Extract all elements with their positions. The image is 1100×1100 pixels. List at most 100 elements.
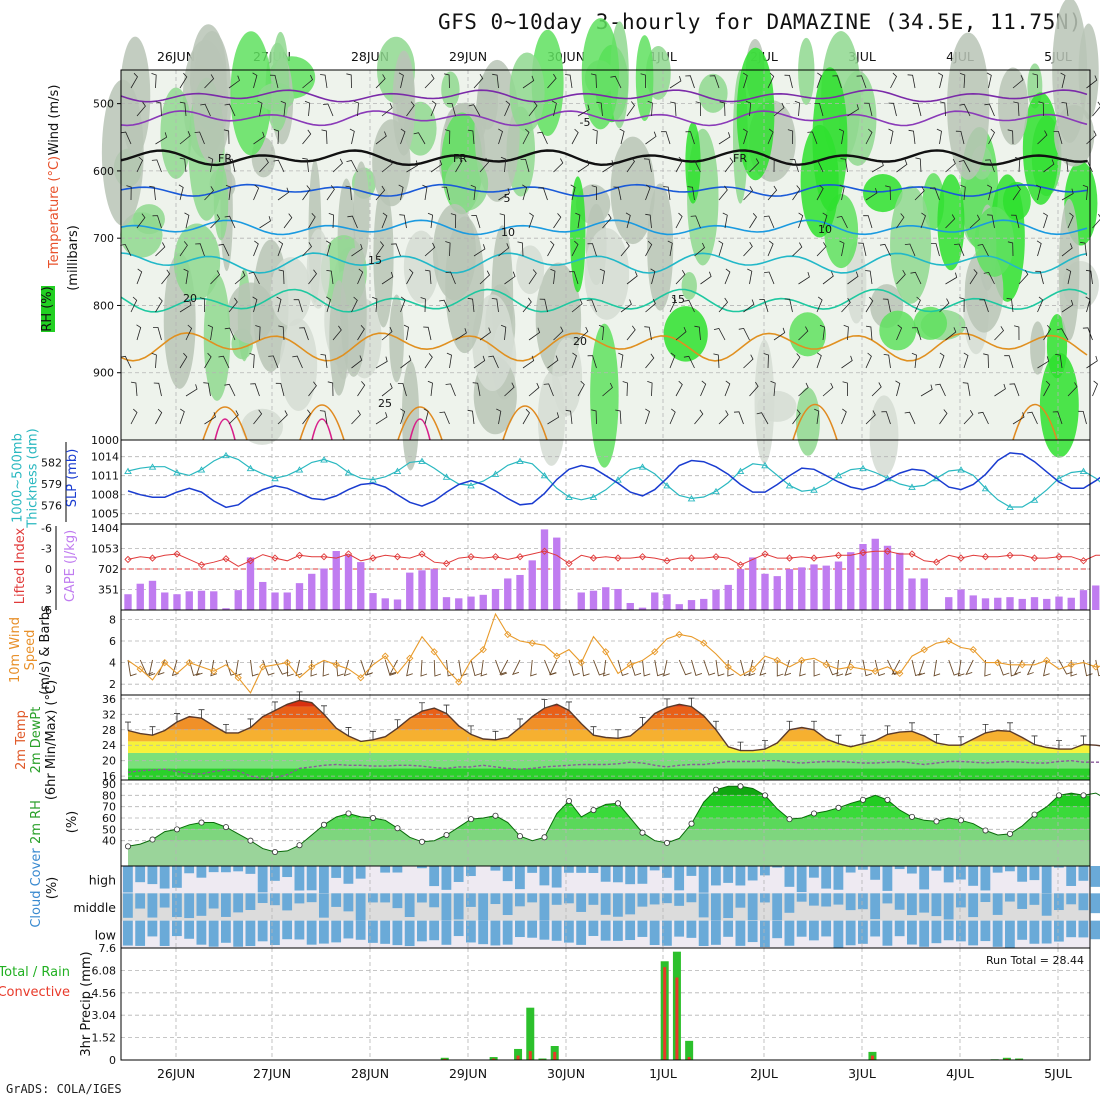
cape-tick-label: 351	[98, 584, 119, 597]
wind-barb	[473, 73, 484, 89]
wind-barb	[292, 355, 303, 369]
cloud-cell	[858, 920, 868, 944]
rh-point	[566, 798, 573, 805]
date-label-bottom: 4JUL	[946, 1066, 974, 1081]
wind-barb	[602, 213, 612, 229]
rh-shade	[227, 282, 275, 344]
hot-contour	[214, 418, 236, 441]
rh-shade	[863, 174, 903, 213]
rh-shade	[392, 50, 416, 156]
wind-barb	[713, 353, 720, 369]
temp-maxmin-whisker	[664, 698, 670, 708]
thickness-point	[516, 457, 524, 464]
thickness-point	[467, 482, 475, 489]
rh-point	[394, 825, 401, 832]
wind-barb	[551, 100, 557, 117]
surface-wind-barb	[678, 659, 692, 676]
cloud-cell	[588, 893, 599, 905]
wind-barb	[151, 352, 157, 369]
thickness-point	[785, 482, 794, 489]
temp-maxmin-whisker	[198, 709, 205, 719]
slp-top-tick-label: 1000	[91, 434, 119, 447]
date-label-bottom: 29JUN	[449, 1066, 487, 1081]
wind-barb	[769, 157, 775, 173]
wind-barb	[709, 75, 720, 89]
cloud-cell	[907, 866, 917, 874]
wind-barb	[907, 74, 916, 89]
cape-bar	[651, 592, 659, 610]
cloud-cell	[515, 866, 525, 890]
pressure-tick-label: 900	[93, 367, 114, 380]
temperature-contour	[120, 332, 1088, 362]
wind-barb	[224, 103, 236, 117]
precip-convective-bar	[687, 1057, 691, 1060]
wind-barb	[399, 214, 407, 229]
wind-barb	[273, 159, 285, 173]
date-label-top: 26JUN	[157, 49, 195, 64]
cloud-cell	[257, 893, 268, 904]
wind-barb	[204, 186, 215, 201]
rh-point	[884, 796, 891, 803]
surface-wind-barb	[984, 659, 991, 677]
wind-barb	[1007, 241, 1014, 257]
rh-point	[247, 837, 254, 844]
precip-convective-bar	[663, 967, 667, 1060]
rh-shade	[1058, 198, 1080, 341]
cloud-cell	[833, 920, 844, 948]
wind-speed-point	[773, 656, 781, 665]
rh-tick-label: 80	[102, 789, 116, 802]
wind-barb	[871, 382, 882, 397]
lifted-index-point	[761, 550, 769, 558]
wind-barb	[929, 187, 940, 201]
wind-barb	[742, 128, 748, 145]
surface-wind-barb	[530, 659, 537, 677]
wind-barb	[273, 129, 280, 145]
surface-wind-barb	[603, 659, 610, 677]
date-label-bottom: 3JUL	[848, 1066, 876, 1081]
cape-bar	[210, 591, 218, 610]
wind-barb	[375, 185, 386, 201]
wind-barb	[381, 212, 388, 229]
wind-barb	[522, 128, 530, 145]
wind-barb	[743, 299, 755, 313]
date-label-bottom: 26JUN	[157, 1066, 195, 1081]
rh-shade	[353, 161, 370, 266]
wind-barb	[620, 299, 632, 313]
wind-barb	[218, 243, 230, 257]
rh-shade	[610, 136, 655, 245]
wind-barb	[773, 102, 785, 117]
wind-barb	[885, 185, 891, 201]
warm-contour	[1012, 403, 1058, 441]
wind-barb	[865, 352, 872, 369]
wind-barb	[151, 159, 162, 173]
cloud-cell	[907, 893, 917, 916]
cloud-cell	[711, 920, 721, 945]
cloud-cell	[380, 893, 391, 903]
wind-barb	[1043, 325, 1052, 341]
wind-barb	[694, 242, 705, 257]
slp-tick-label: 1011	[91, 470, 119, 483]
temperature-contour	[120, 149, 1088, 167]
contour-label: 25	[378, 397, 392, 410]
rh-axis-label: 2m RH	[29, 800, 44, 844]
cape-bar	[675, 604, 683, 610]
cloud-cell	[698, 866, 709, 893]
wind-barb	[920, 384, 933, 397]
precip-convective-bar	[528, 1051, 532, 1060]
surface-wind-barb	[210, 659, 218, 677]
rh-shade	[306, 229, 330, 309]
contour-label: FR	[218, 152, 232, 165]
rh-color-band	[128, 840, 1090, 866]
cloud-cell	[760, 866, 770, 876]
wind-panel: 2 4 6 8	[109, 610, 1100, 695]
cloud-cell	[331, 893, 342, 907]
axis-label-line: Lifted Index	[13, 527, 28, 604]
slp-panel: 576 579 582 1005 1008 1011 1014 1000	[41, 434, 1100, 524]
axis-label-line: Thickness (dm)	[26, 428, 41, 528]
wind-barb	[1012, 185, 1021, 201]
rh-point	[443, 832, 450, 839]
temp-maxmin-whisker	[345, 727, 352, 736]
cloud-cell	[649, 866, 660, 871]
thickness-point	[638, 463, 647, 470]
temp-tick-label: 24	[102, 739, 116, 752]
